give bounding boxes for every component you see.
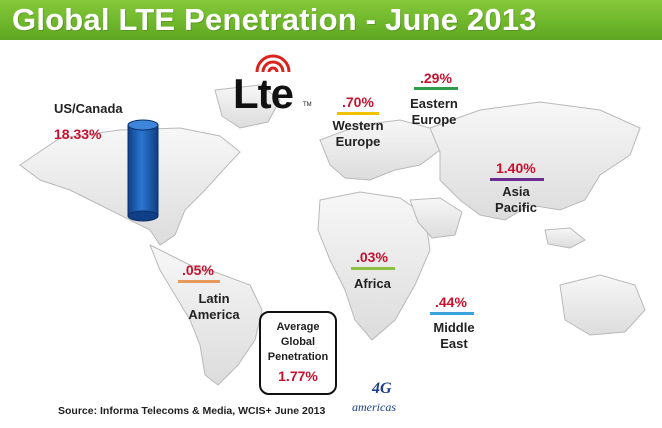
source-note: Source: Informa Telecoms & Media, WCIS+ … <box>58 405 326 417</box>
average-penetration-box: Average Global Penetration 1.77% <box>259 311 337 395</box>
title-bar: Global LTE Penetration - June 2013 <box>0 0 662 40</box>
value-latin-america: .05% <box>182 262 214 278</box>
4g-logo-name: americas <box>352 400 396 414</box>
label-latin-america: Latin America <box>188 291 240 322</box>
label-africa: Africa <box>354 276 391 291</box>
lte-logo-text: Lte <box>233 70 294 117</box>
asia-pacific-underline <box>490 178 544 181</box>
trademark: TM <box>303 102 312 108</box>
latin-america-underline <box>178 280 220 283</box>
label-us-canada: US/Canada <box>54 101 123 116</box>
eastern-europe-underline <box>414 87 458 90</box>
average-value: 1.77% <box>278 368 318 384</box>
middle-east-underline <box>430 312 474 315</box>
africa-underline <box>351 267 395 270</box>
average-label: Average Global Penetration <box>267 321 329 363</box>
value-western-europe: .70% <box>342 94 374 110</box>
4g-logo-number: 4G <box>372 380 392 397</box>
us-canada-cylinder <box>127 119 159 222</box>
value-eastern-europe: .29% <box>420 70 452 86</box>
page-title: Global LTE Penetration - June 2013 <box>12 2 537 37</box>
signal-waves-icon <box>255 54 291 73</box>
label-western-europe: Western Europe <box>332 118 384 149</box>
4g-americas-logo: 4G americas <box>352 380 422 420</box>
lte-logo: Lte TM <box>233 50 313 117</box>
value-us-canada: 18.33% <box>54 126 102 142</box>
label-eastern-europe: Eastern Europe <box>410 96 458 127</box>
value-asia-pacific: 1.40% <box>496 160 536 176</box>
value-middle-east: .44% <box>435 294 467 310</box>
label-asia-pacific: Asia Pacific <box>495 184 537 215</box>
value-africa: .03% <box>356 249 388 265</box>
label-middle-east: Middle East <box>433 320 475 351</box>
western-europe-underline <box>337 112 379 115</box>
